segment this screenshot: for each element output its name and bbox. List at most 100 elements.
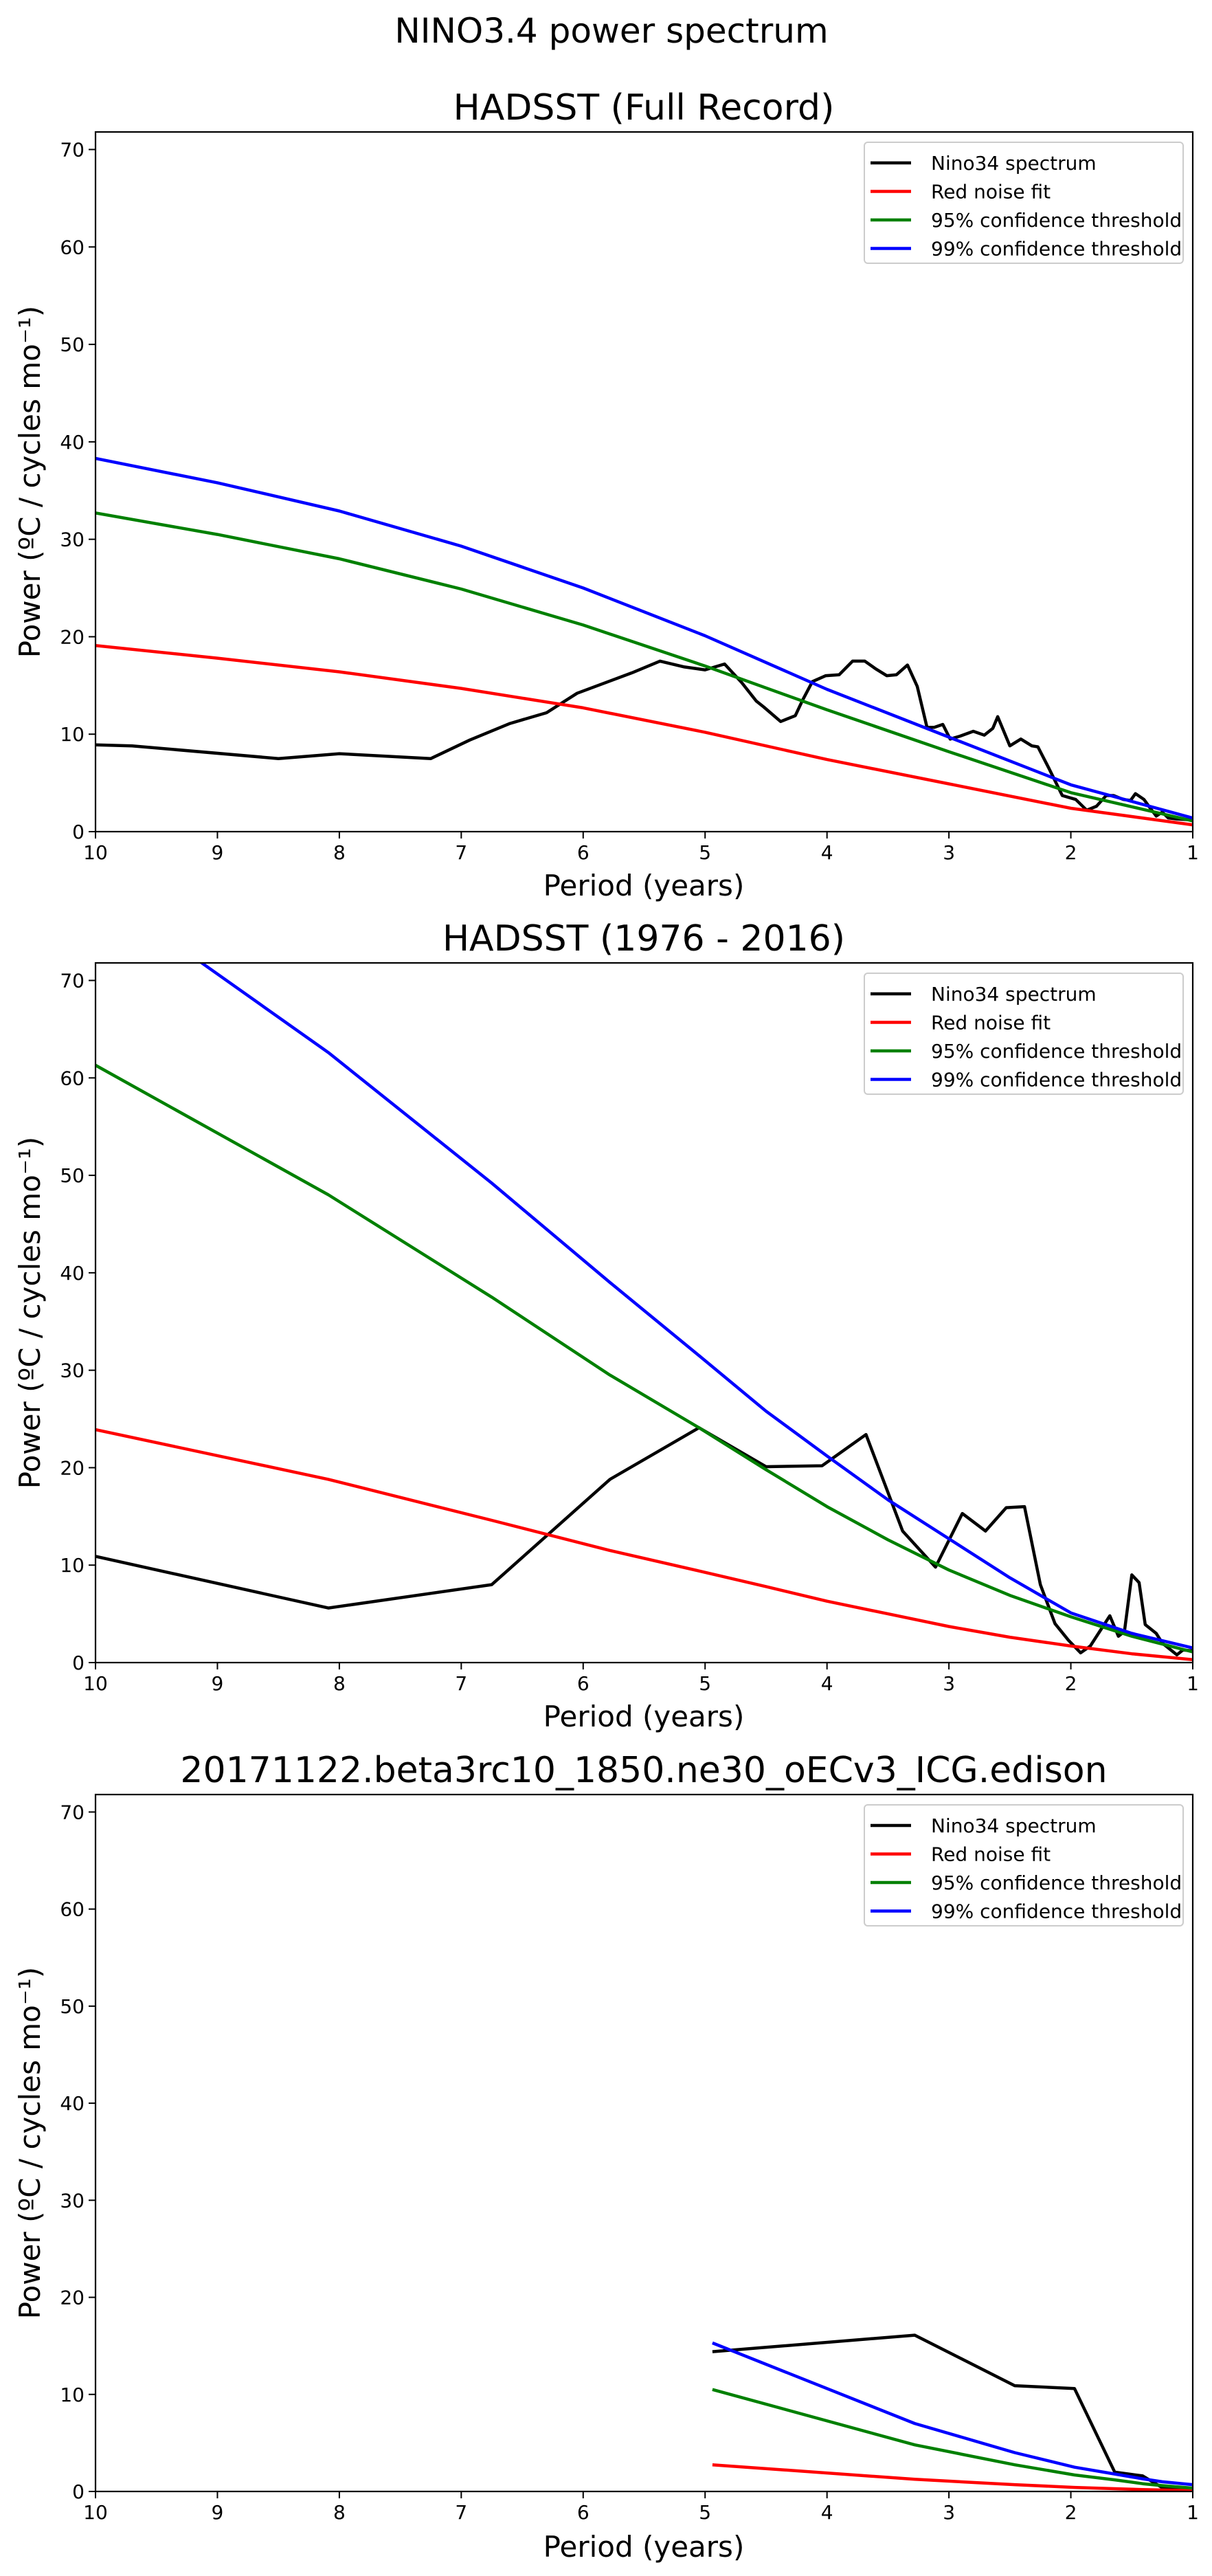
panel-title: HADSST (Full Record) [453,87,835,129]
x-tick-label: 7 [455,841,467,864]
plot-area [96,456,1193,827]
x-axis-label: Period (years) [543,869,745,902]
legend-label: 95% confidence threshold [931,1040,1182,1063]
legend-frame [864,1804,1184,1927]
x-tick-label: 2 [1065,841,1077,864]
y-tick-label: 40 [60,431,85,454]
x-tick-label: 2 [1065,2501,1077,2524]
panel-title: HADSST (1976 - 2016) [442,918,845,959]
legend-label: Red noise fit [931,1012,1051,1034]
y-tick-label: 10 [60,2384,85,2406]
x-tick-label: 5 [699,1672,711,1695]
x-tick-label: 9 [212,2501,224,2524]
x-tick-label: 9 [212,1672,224,1695]
legend-label: 95% confidence threshold [931,209,1182,232]
legend-label: Red noise fit [931,1843,1051,1866]
y-tick-label: 0 [72,1652,85,1674]
x-tick-label: 3 [943,2501,955,2524]
x-tick-label: 5 [699,2501,711,2524]
y-tick-label: 60 [60,1898,85,1921]
x-tick-label: 8 [333,1672,346,1695]
series-line-99-confidence-threshold [96,456,1193,820]
x-axis-label: Period (years) [543,1700,745,1733]
y-tick-label: 0 [72,821,85,843]
panel-full-record: HADSST (Full Record) Period (years) Powe… [13,87,1199,902]
x-tick-label: 4 [821,1672,833,1695]
legend-label: 99% confidence threshold [931,1069,1182,1091]
legend-label: Nino34 spectrum [931,152,1097,175]
series-line-95-confidence-threshold [712,2388,1193,2490]
y-tick-label: 30 [60,2189,85,2212]
series-line-red-noise-fit [96,643,1193,827]
axes-frame [94,962,1194,1664]
series-line-99-confidence-threshold [199,963,1193,1650]
series-line-95-confidence-threshold [96,511,1193,823]
legend-label: Nino34 spectrum [931,1814,1097,1837]
panel-title: 20171122.beta3rc10_1850.ne30_oECv3_ICG.e… [180,1750,1107,1791]
x-axis-label: Period (years) [543,2530,745,2564]
legend: Nino34 spectrum Red noise fit 95% confiden… [864,973,1184,1095]
x-tick-label: 7 [455,1672,467,1695]
series-line-95-confidence-threshold [96,1063,1193,1654]
x-tick-label: 4 [821,2501,833,2524]
x-tick-label: 10 [83,1672,108,1695]
y-tick-label: 30 [60,1359,85,1382]
x-tick-label: 5 [699,841,711,864]
x-tick-label: 6 [577,1672,590,1695]
legend-frame [864,973,1184,1095]
x-tick-label: 6 [577,841,590,864]
x-tick-label: 9 [212,841,224,864]
x-tick-label: 10 [83,2501,108,2524]
y-tick-label: 40 [60,2092,85,2115]
y-axis-label: Power (ºC / cycles mo⁻¹) [13,1137,47,1489]
legend-label: Red noise fit [931,181,1051,203]
legend-label: 95% confidence threshold [931,1872,1182,1894]
x-tick-label: 7 [455,2501,467,2524]
y-tick-label: 70 [60,1801,85,1823]
x-tick-label: 8 [333,2501,346,2524]
legend-label: 99% confidence threshold [931,1900,1182,1923]
x-tick-label: 3 [943,841,955,864]
y-axis-label: Power (ºC / cycles mo⁻¹) [13,306,47,658]
legend: Nino34 spectrum Red noise fit 95% confiden… [864,1804,1184,1927]
series-line-99-confidence-threshold [712,2341,1193,2487]
y-tick-label: 20 [60,625,85,648]
x-tick-label: 1 [1187,2501,1199,2524]
series-line-red-noise-fit [96,1428,1193,1661]
x-tick-label: 6 [577,2501,590,2524]
y-tick-label: 20 [60,2287,85,2309]
y-tick-label: 70 [60,139,85,162]
y-tick-label: 0 [72,2480,85,2503]
y-tick-label: 60 [60,1067,85,1089]
y-tick-label: 40 [60,1262,85,1285]
x-tick-label: 2 [1065,1672,1077,1695]
legend: Nino34 spectrum Red noise fit 95% confiden… [864,142,1184,264]
x-tick-label: 3 [943,1672,955,1695]
figure-suptitle: NINO3.4 power spectrum [394,11,828,51]
axes-frame [94,131,1194,833]
plot-area [712,2333,1193,2491]
plot-area [96,963,1193,1661]
series-line-nino34-spectrum [96,1426,1193,1656]
legend-label: Nino34 spectrum [931,983,1097,1006]
legend-label: 99% confidence threshold [931,238,1182,260]
y-tick-label: 60 [60,236,85,258]
y-tick-label: 10 [60,1554,85,1577]
panel-model-run: 20171122.beta3rc10_1850.ne30_oECv3_ICG.e… [13,1750,1199,2564]
axes-frame [94,1793,1194,2493]
legend-frame [864,142,1184,264]
panel-1976-2016: HADSST (1976 - 2016) Period (years) Powe… [13,918,1199,1733]
y-tick-label: 10 [60,723,85,746]
y-axis-label: Power (ºC / cycles mo⁻¹) [13,1967,47,2319]
y-tick-label: 30 [60,529,85,551]
x-tick-label: 10 [83,841,108,864]
y-tick-label: 50 [60,333,85,356]
y-tick-label: 50 [60,1164,85,1187]
y-tick-label: 70 [60,970,85,992]
x-tick-label: 1 [1187,841,1199,864]
y-tick-label: 50 [60,1995,85,2018]
series-line-red-noise-fit [712,2463,1193,2491]
y-tick-label: 20 [60,1456,85,1479]
